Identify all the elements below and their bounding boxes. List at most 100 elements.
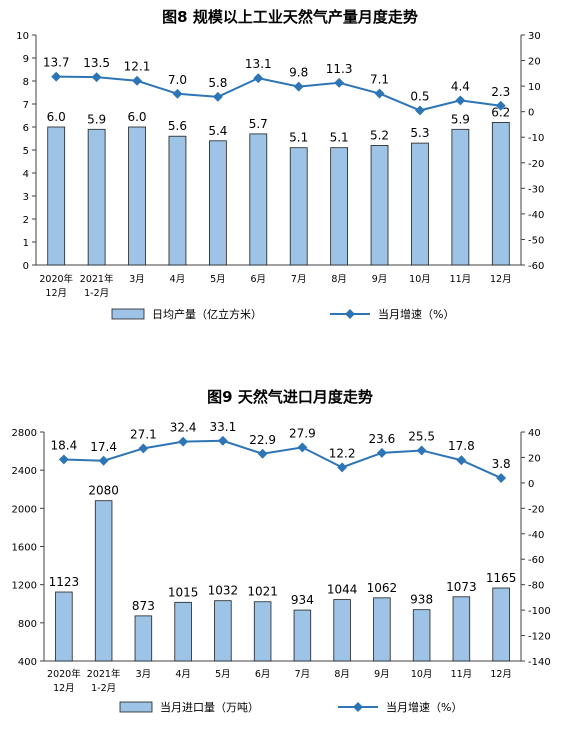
bar	[128, 126, 146, 266]
line-point	[132, 75, 142, 86]
bar-value-label: 5.3	[410, 126, 429, 140]
right-tick-label: 20	[528, 57, 541, 68]
bar	[253, 601, 272, 662]
bar	[94, 500, 113, 662]
x-tick-label: 9月	[374, 669, 390, 680]
x-tick-label: 4月	[170, 274, 186, 285]
left-tick-label: 1	[23, 238, 29, 249]
bar	[333, 599, 351, 662]
line-value-label: 18.4	[51, 438, 78, 452]
line-value-label: 12.2	[329, 446, 356, 460]
bar-value-label: 873	[132, 599, 155, 613]
bar	[330, 147, 349, 266]
bar-value-label: 1165	[486, 571, 517, 585]
bar	[249, 133, 268, 266]
right-tick-label: -100	[528, 606, 551, 617]
x-tick-label: 10月	[409, 274, 431, 285]
left-tick-label: 2000	[12, 504, 37, 515]
line-point	[496, 473, 507, 484]
line-point	[415, 105, 425, 116]
line-value-label: 12.1	[124, 60, 151, 74]
line-point	[456, 455, 467, 466]
bar	[492, 587, 510, 662]
line-point	[91, 72, 102, 83]
line-point	[257, 448, 268, 459]
x-tick-label: 6月	[251, 274, 267, 285]
left-tick-label: 7	[23, 100, 29, 111]
bar-value-label: 5.4	[208, 124, 227, 138]
x-tick-label: 8月	[331, 274, 347, 285]
line-point	[334, 77, 345, 88]
bar-value-label: 5.1	[330, 131, 349, 145]
right-tick-label: -120	[528, 632, 551, 643]
line-point	[178, 436, 189, 447]
line-point	[416, 445, 427, 456]
legend-bar-swatch	[119, 701, 153, 713]
left-tick-label: 4	[23, 169, 29, 180]
bar-value-label: 1021	[247, 585, 278, 599]
bar	[289, 147, 308, 266]
bar	[293, 609, 312, 662]
line-value-label: 22.9	[249, 433, 276, 447]
left-tick-label: 5	[23, 146, 29, 157]
right-tick-label: 10	[528, 82, 541, 93]
line-value-label: 33.1	[210, 420, 237, 434]
right-tick-label: -60	[528, 555, 544, 566]
bar-value-label: 1073	[446, 580, 477, 594]
left-tick-label: 6	[23, 123, 29, 134]
line-point	[51, 71, 62, 82]
growth-line	[56, 75, 501, 112]
line-point	[217, 435, 228, 446]
right-tick-label: -10	[528, 133, 544, 144]
bar-value-label: 1123	[49, 575, 80, 589]
right-tick-label: 30	[528, 31, 541, 42]
bar-value-label: 1015	[168, 585, 199, 599]
line-value-label: 27.1	[130, 427, 157, 441]
bar	[214, 600, 232, 662]
bar-value-label: 6.2	[491, 105, 510, 119]
bar-value-label: 934	[291, 593, 314, 607]
line-point	[212, 91, 223, 102]
bar-value-label: 1032	[208, 584, 239, 598]
bar-value-label: 5.9	[87, 112, 106, 126]
legend-bar-label: 日均产量（亿立方米）	[152, 307, 262, 321]
legend-line-marker	[353, 702, 363, 712]
chart-title: 图8 规模以上工业天然气产量月度走势	[162, 8, 418, 26]
bar	[55, 591, 73, 662]
bar-value-label: 5.2	[370, 128, 389, 142]
x-tick-label: 3月	[129, 274, 145, 285]
bar	[208, 140, 227, 266]
x-tick-label: 12月	[490, 669, 512, 680]
line-value-label: 4.4	[451, 79, 470, 93]
left-tick-label: 400	[18, 657, 37, 668]
line-point	[58, 454, 69, 465]
left-tick-label: 3	[23, 192, 29, 203]
line-point	[297, 442, 308, 453]
chart-title: 图9 天然气进口月度走势	[207, 388, 373, 406]
right-tick-label: 20	[528, 453, 541, 464]
line-point	[98, 455, 109, 466]
line-point	[374, 88, 385, 99]
line-value-label: 27.9	[289, 426, 316, 440]
x-tick-label: 5月	[210, 274, 226, 285]
right-tick-label: -50	[528, 235, 544, 246]
right-tick-label: -40	[528, 210, 544, 221]
line-point	[337, 462, 348, 473]
growth-line	[63, 439, 502, 479]
left-tick-label: 800	[18, 619, 37, 630]
line-value-label: 17.4	[90, 440, 117, 454]
bar	[451, 128, 470, 266]
bar	[373, 597, 391, 662]
line-value-label: 13.5	[83, 56, 110, 70]
x-tick-label: 4月	[175, 669, 191, 680]
right-tick-label: -80	[528, 581, 544, 592]
right-tick-label: 0	[528, 479, 534, 490]
left-tick-label: 2	[23, 215, 29, 226]
line-value-label: 2.3	[491, 85, 510, 99]
bar	[87, 128, 106, 266]
x-tick-label: 10月	[411, 669, 433, 680]
bar-value-label: 1044	[327, 583, 358, 597]
bar	[412, 609, 431, 662]
left-tick-label: 0	[23, 261, 29, 272]
